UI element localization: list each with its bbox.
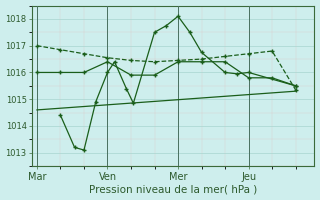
X-axis label: Pression niveau de la mer( hPa ): Pression niveau de la mer( hPa ) (89, 184, 258, 194)
